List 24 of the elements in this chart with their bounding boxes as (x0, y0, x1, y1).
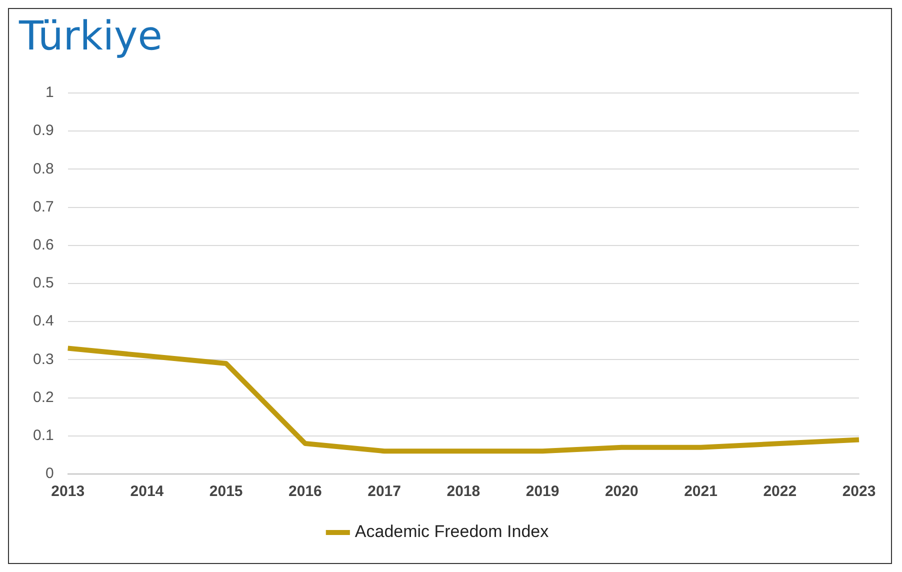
x-tick-label: 2015 (209, 483, 243, 500)
y-tick-label: 0.2 (32, 388, 54, 406)
x-tick-label: 2014 (130, 483, 164, 500)
legend-label: Academic Freedom Index (354, 522, 550, 542)
x-tick-label: 2018 (446, 483, 480, 500)
y-tick-label: 0.4 (32, 312, 54, 330)
x-tick-label: 2019 (526, 483, 560, 500)
y-tick-label: 0.3 (32, 350, 54, 368)
chart-title: Türkiye (18, 13, 162, 60)
y-tick-label: 0 (46, 465, 54, 482)
y-tick-label: 0.1 (32, 427, 54, 444)
y-tick-label: 0.6 (32, 236, 54, 254)
x-tick-label: 2022 (763, 483, 797, 500)
y-tick-label: 0.8 (32, 160, 54, 178)
x-tick-label: 2017 (368, 483, 401, 500)
x-tick-label: 2020 (604, 483, 638, 500)
x-tick-label: 2016 (288, 483, 322, 500)
y-tick-label: 0.5 (32, 274, 54, 292)
x-tick-label: 2013 (51, 483, 85, 500)
x-tick-label: 2023 (842, 483, 876, 500)
y-tick-label: 1 (46, 84, 54, 102)
y-tick-label: 0.7 (32, 198, 54, 216)
x-tick-label: 2021 (684, 483, 718, 500)
y-tick-label: 0.9 (32, 122, 54, 140)
